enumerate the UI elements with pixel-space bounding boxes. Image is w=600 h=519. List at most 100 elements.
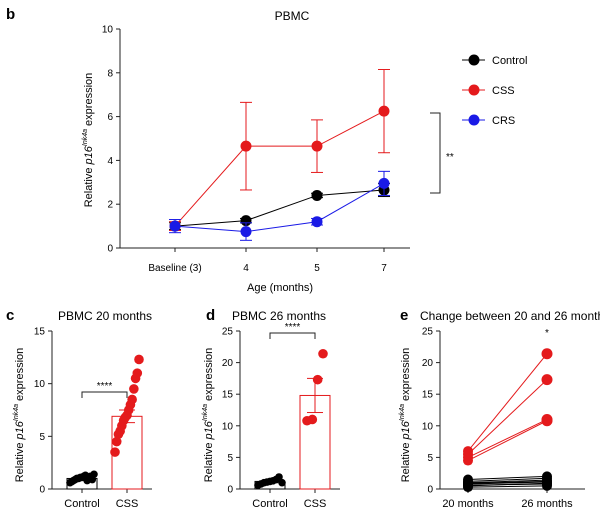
panel-c-data-point — [134, 354, 144, 365]
panel-b-x-tick-label: 7 — [381, 263, 387, 274]
panel-e-y-label: Relative p16Ink4a expression — [399, 348, 412, 483]
panel-c-data-point — [110, 447, 120, 457]
panel-d-y-tick-label: 15 — [222, 390, 234, 401]
panel-e-css-point — [541, 413, 553, 425]
legend-crs-label: CRS — [492, 115, 515, 127]
panel-d-y-tick-label: 25 — [222, 327, 234, 338]
panel-d-data-point — [312, 374, 323, 385]
panel-c-significance-bracket — [81, 391, 128, 398]
series-crs-point — [311, 216, 323, 228]
series-crs-line — [174, 182, 385, 233]
panel-e-y-tick-label: 25 — [422, 327, 434, 338]
panel-d-data-point — [278, 478, 286, 487]
series-control-point — [240, 215, 252, 227]
panel-d-data-point — [318, 348, 328, 359]
panel-e-y-tick-label: 15 — [422, 390, 434, 401]
panel-d-significance-label: **** — [285, 322, 301, 333]
panel-b-y-tick-label: 10 — [102, 25, 114, 36]
panel-e-significance-label: * — [545, 328, 549, 339]
panel-e-control-point — [463, 478, 473, 489]
panel-c-x-tick-label: CSS — [116, 498, 139, 510]
panel-d-x-tick-label: CSS — [304, 498, 327, 510]
panel-d-x-tick-label: Control — [252, 498, 287, 510]
panel-e-css-point — [541, 374, 553, 386]
panel-c-y-tick-label: 0 — [39, 485, 45, 496]
series-css-point — [311, 140, 323, 152]
panel-c-y-label: Relative p16Ink4a expression — [13, 348, 26, 483]
panel-e-control-pair-line — [467, 481, 548, 485]
series-crs-point — [169, 220, 181, 232]
panel-c-data-point — [127, 394, 137, 405]
panel-c-data-point — [90, 470, 98, 479]
panel-e-control-pair-line — [467, 480, 548, 484]
panel-d-y-tick-label: 20 — [222, 358, 234, 369]
panel-b-significance-bracket — [430, 112, 441, 194]
panel-letter-b: b — [6, 6, 15, 23]
panel-b-y-tick-label: 0 — [107, 244, 113, 255]
panel-e-control-pair-line — [467, 477, 548, 482]
panel-b-y-label: Relative p16Ink4a expression — [82, 73, 95, 208]
panel-c-y-tick-label: 15 — [34, 327, 46, 338]
series-crs-point — [378, 177, 390, 189]
panel-d-bar-chart: d PBMC 26 months 0 5 10 15 20 25 Relative p16Ink… — [202, 307, 340, 510]
panel-d-y-tick-label: 5 — [227, 453, 233, 464]
panel-d-y-label: Relative p16Ink4a expression — [202, 348, 215, 483]
panel-d-y-tick-label: 0 — [227, 485, 233, 496]
series-control-line — [174, 189, 385, 227]
panel-e-y-tick-label: 10 — [422, 421, 434, 432]
panel-e-css-pair-line — [467, 420, 548, 462]
panel-e-control-pair-line — [467, 485, 548, 488]
panel-b-x-label: Age (months) — [247, 282, 313, 294]
panel-d-data-point — [275, 473, 283, 481]
panel-b-line-chart: b PBMC 0 2 4 6 8 10 Baseline (3) 4 5 7 Age (months) R… — [6, 6, 527, 294]
panel-e-control-pair-line — [467, 475, 548, 481]
panel-b-x-tick-label: Baseline (3) — [148, 263, 201, 274]
panel-e-css-point — [541, 348, 553, 360]
panel-b-y-tick-label: 4 — [107, 156, 113, 167]
panel-b-x-tick-label: 5 — [314, 263, 320, 274]
panel-d-significance-bracket — [269, 332, 316, 339]
panel-c-y-tick-label: 10 — [34, 379, 46, 390]
panel-d-y-tick-label: 10 — [222, 421, 234, 432]
series-css-line — [174, 110, 385, 227]
panel-c-data-point — [132, 368, 143, 378]
legend-css-marker — [468, 84, 480, 96]
panel-c-title: PBMC 20 months — [58, 309, 152, 323]
series-css-point — [378, 105, 390, 117]
legend-control-label: Control — [492, 55, 527, 67]
panel-e-y-tick-label: 0 — [427, 485, 433, 496]
panel-e-css-pair-line — [467, 379, 548, 455]
panel-e-css-pair-line — [467, 353, 548, 452]
panel-e-control-point — [542, 476, 552, 487]
panel-e-y-tick-label: 20 — [422, 358, 434, 369]
panel-e-paired-chart: e Change between 20 and 26 months 0 5 10 15 20… — [399, 307, 600, 510]
panel-b-title: PBMC — [275, 9, 310, 23]
panel-c-significance-label: **** — [97, 381, 113, 392]
panel-letter-e: e — [400, 307, 408, 324]
panel-e-control-pair-line — [467, 479, 548, 484]
panel-e-css-point — [463, 446, 473, 457]
panel-c-data-point — [111, 436, 122, 447]
legend-css-label: CSS — [492, 85, 515, 97]
series-css-point — [240, 140, 252, 152]
panel-b-y-tick-label: 2 — [107, 200, 113, 211]
legend-crs-marker — [468, 114, 480, 126]
panel-b-x-tick-label: 4 — [243, 263, 249, 274]
panel-c-y-tick-label: 5 — [39, 432, 45, 443]
panel-e-css-pair-line — [467, 419, 548, 458]
panel-e-x-tick-label: 26 months — [521, 498, 573, 510]
series-crs-point — [240, 226, 252, 238]
series-control-point — [311, 189, 323, 201]
panel-c-bar-chart: c PBMC 20 months 0 5 10 15 Relative p16Ink4a e… — [6, 307, 152, 510]
panel-e-title: Change between 20 and 26 months — [420, 309, 600, 323]
panel-d-data-point — [307, 414, 318, 425]
panel-b-y-tick-label: 6 — [107, 112, 113, 123]
panel-letter-d: d — [206, 307, 215, 324]
panel-letter-c: c — [6, 307, 14, 324]
panel-c-x-tick-label: Control — [64, 498, 99, 510]
panel-c-data-point — [129, 384, 139, 394]
panel-e-y-tick-label: 5 — [427, 453, 433, 464]
legend-control-marker — [468, 54, 480, 66]
panel-b-significance-label: ** — [446, 152, 454, 163]
